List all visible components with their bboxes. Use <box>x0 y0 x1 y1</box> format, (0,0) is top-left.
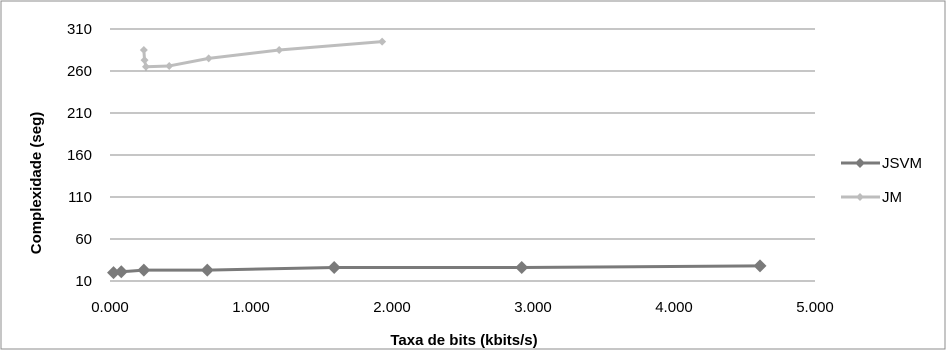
data-point-jm <box>139 46 148 54</box>
legend-marker-jm <box>856 193 864 201</box>
data-point-jsvm <box>753 259 767 273</box>
legend-label-jsvm: JSVM <box>882 155 922 172</box>
y-tick-labels: 10 60 110 160 210 260 310 <box>67 21 92 290</box>
data-point-jsvm <box>114 265 128 279</box>
data-point-jsvm <box>200 263 214 277</box>
x-tick-label: 1.000 <box>232 299 270 316</box>
data-point-jsvm <box>327 261 341 275</box>
data-point-jm <box>204 54 213 63</box>
data-point-jm <box>165 61 174 70</box>
legend-marker-jsvm <box>855 158 865 168</box>
gridlines <box>110 28 815 240</box>
x-axis-title: Taxa de bits (kbits/s) <box>390 332 537 349</box>
legend-label-jm: JM <box>882 189 902 206</box>
data-point-jsvm <box>137 263 151 277</box>
y-tick-label: 160 <box>67 147 92 164</box>
y-tick-label: 110 <box>68 189 92 206</box>
x-tick-label: 2.000 <box>373 299 411 316</box>
x-tick-label: 4.000 <box>655 299 693 316</box>
data-point-jm <box>141 62 150 71</box>
y-axis-title: Complexidade (seg) <box>28 112 45 255</box>
x-tick-labels: 0.000 1.000 2.000 3.000 4.000 5.000 <box>91 299 834 316</box>
data-point-jm <box>378 37 387 46</box>
y-tick-label: 260 <box>67 63 92 80</box>
data-point-jm <box>275 46 284 54</box>
series-layer <box>107 37 767 280</box>
legend: JSVM JM <box>841 155 922 206</box>
data-point-jsvm <box>107 266 121 280</box>
y-tick-label: 210 <box>67 105 92 122</box>
x-tick-label: 3.000 <box>514 299 552 316</box>
data-point-jm <box>140 56 149 65</box>
y-tick-label: 60 <box>75 231 92 248</box>
y-tick-label: 310 <box>67 21 92 38</box>
y-tick-label: 10 <box>75 273 92 290</box>
x-tick-label: 5.000 <box>796 299 834 316</box>
data-point-jsvm <box>515 261 529 275</box>
x-tick-label: 0.000 <box>91 299 129 316</box>
